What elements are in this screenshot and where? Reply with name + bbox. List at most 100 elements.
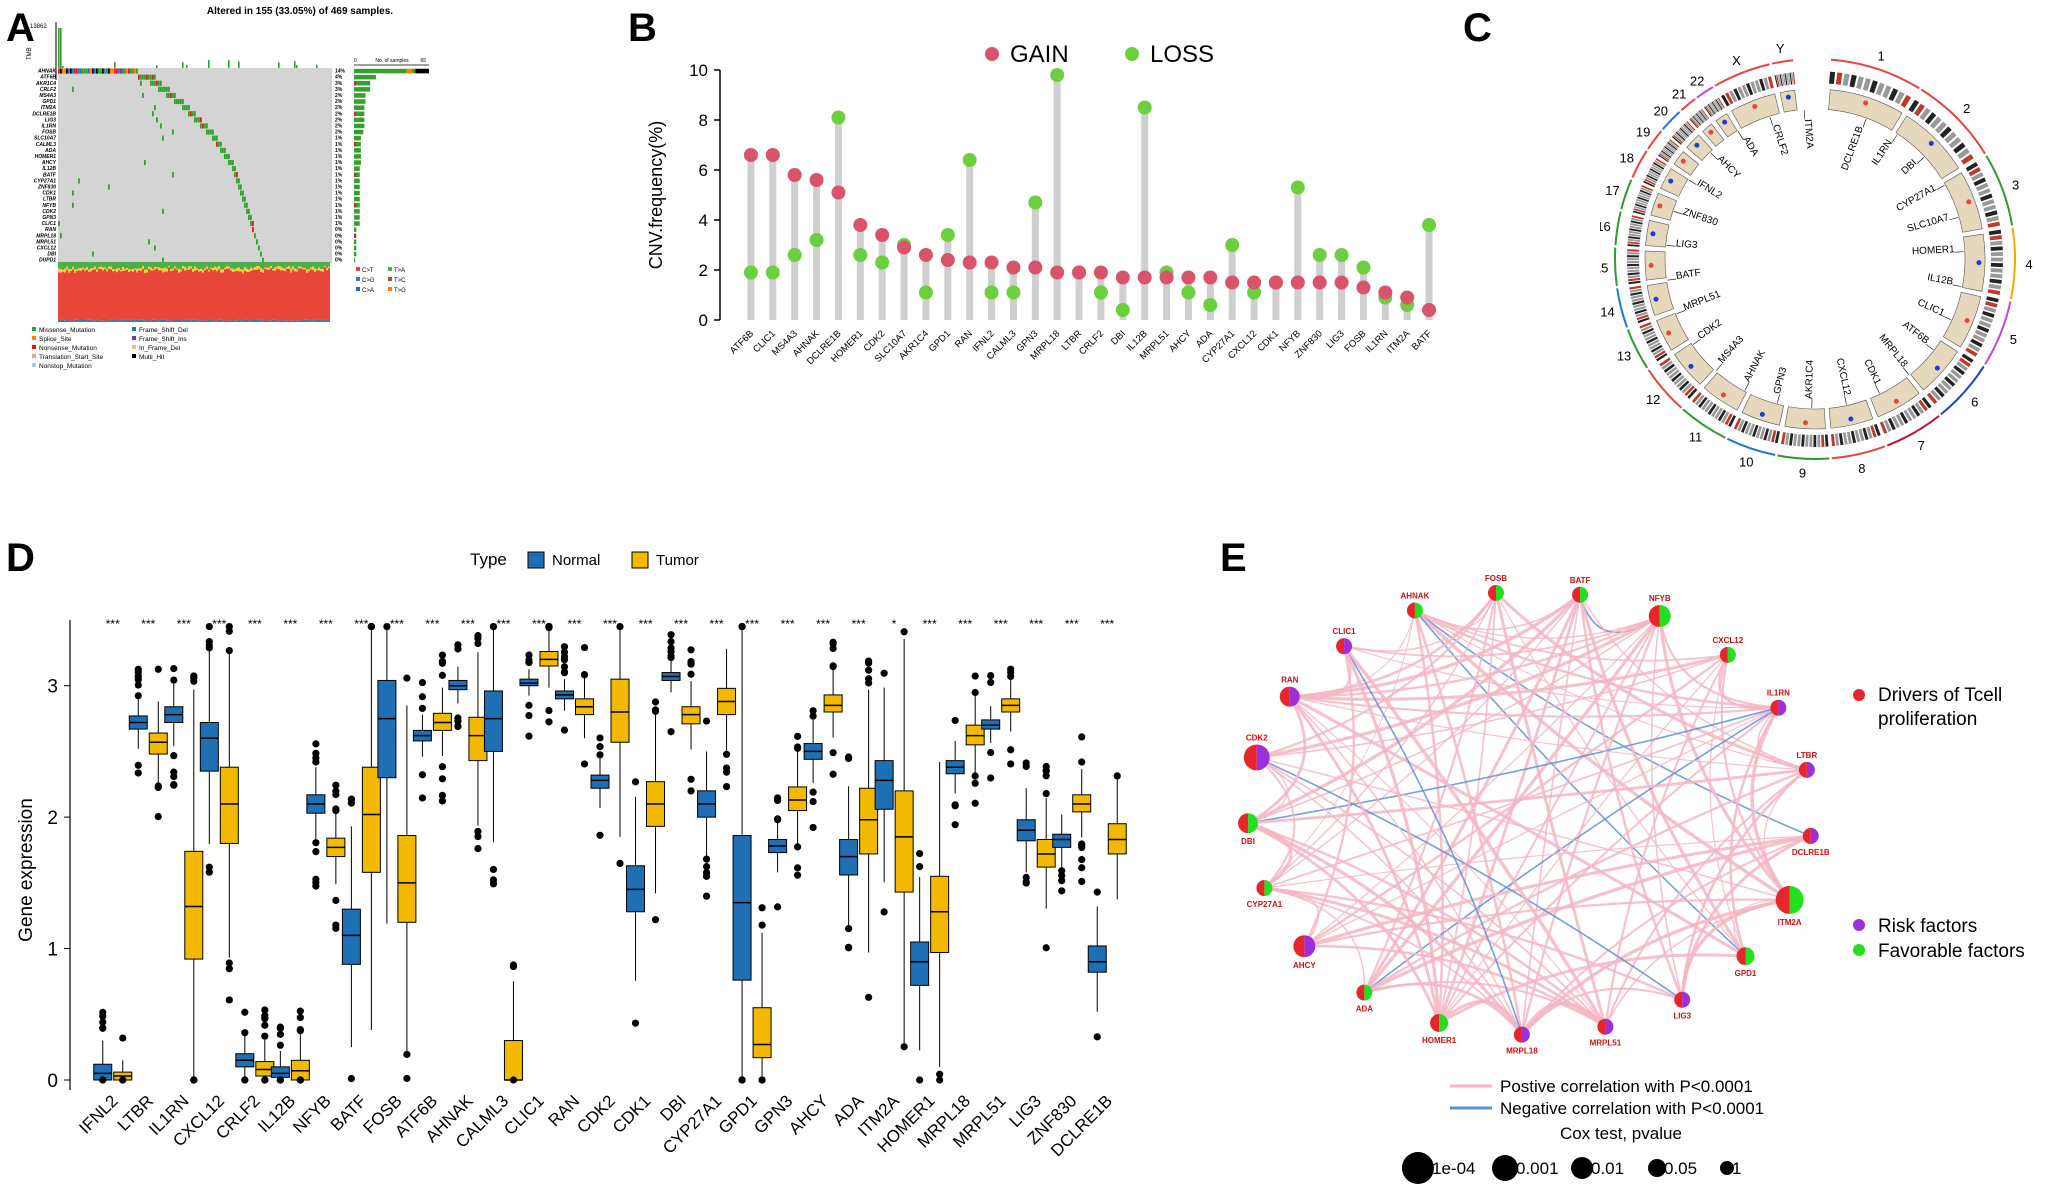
titv-seg bbox=[224, 269, 226, 321]
titv-seg bbox=[206, 266, 208, 269]
ideogram-band bbox=[1711, 101, 1719, 113]
percent-label: 2% bbox=[335, 130, 343, 136]
mutation-cell bbox=[154, 80, 156, 86]
outlier-point bbox=[971, 799, 979, 807]
ideogram-band bbox=[1669, 139, 1680, 148]
mutation-cell bbox=[108, 68, 110, 74]
titv-seg bbox=[240, 262, 242, 270]
chromosome-label: 21 bbox=[1672, 87, 1686, 102]
y-tick-label: 10 bbox=[689, 61, 708, 80]
correlation-edge bbox=[1413, 609, 1791, 902]
circos-gene-label: DBI bbox=[1900, 158, 1920, 177]
titv-seg bbox=[162, 268, 164, 273]
snv-legend-label: T>C bbox=[394, 278, 406, 284]
x-tick-label: ITM2A bbox=[1385, 328, 1413, 356]
titv-seg bbox=[290, 272, 292, 321]
ideogram-band bbox=[1809, 434, 1813, 447]
node-driver-half bbox=[1798, 761, 1807, 778]
ideogram-band bbox=[1988, 283, 2002, 290]
ideogram-band bbox=[1643, 180, 1655, 188]
titv-seg bbox=[226, 266, 228, 269]
titv-seg bbox=[194, 319, 196, 322]
titv-seg bbox=[286, 267, 288, 269]
mutation-cell bbox=[108, 184, 110, 190]
outlier-point bbox=[525, 732, 533, 740]
outlier-point bbox=[702, 892, 711, 900]
gain-point bbox=[897, 240, 912, 255]
mutation-cell bbox=[256, 239, 258, 245]
titv-seg bbox=[206, 262, 208, 267]
circos-gene-label: CXCL12 bbox=[1834, 357, 1853, 397]
titv-seg bbox=[302, 319, 304, 322]
ideogram-band bbox=[1637, 194, 1650, 200]
titv-seg bbox=[166, 320, 168, 322]
node-label: IL1RN bbox=[1767, 689, 1790, 698]
titv-seg bbox=[224, 262, 226, 268]
box-body bbox=[874, 760, 894, 810]
x-tick-label: AHCY bbox=[1167, 328, 1194, 355]
correlation-edge bbox=[1264, 835, 1811, 889]
ideogram-band bbox=[1627, 266, 1640, 270]
ideogram-band bbox=[1990, 240, 2003, 246]
titv-seg bbox=[196, 319, 198, 322]
titv-seg bbox=[170, 271, 172, 321]
correlation-edge bbox=[1520, 898, 1790, 1036]
node-factor-half bbox=[1778, 699, 1787, 716]
titv-seg bbox=[144, 273, 146, 321]
percent-label: 0% bbox=[335, 239, 343, 245]
node-label: CYP27A1 bbox=[1247, 900, 1283, 909]
ideogram-band bbox=[1895, 413, 1905, 427]
outlier-point bbox=[596, 734, 604, 742]
titv-seg bbox=[138, 270, 140, 320]
outlier-point bbox=[170, 664, 178, 673]
mutation-cell bbox=[154, 74, 156, 80]
titv-seg bbox=[118, 262, 120, 269]
outlier-point bbox=[261, 1076, 269, 1084]
box-body bbox=[823, 694, 843, 713]
correlation-edge bbox=[1363, 707, 1779, 994]
variant-legend-label: Frame_Shift_Ins bbox=[139, 336, 187, 343]
ideogram-band bbox=[1724, 413, 1733, 426]
node-driver-half bbox=[1487, 584, 1496, 601]
circos-gene-label: IL1RN bbox=[1870, 138, 1895, 168]
chromosome-arc bbox=[1886, 415, 1940, 447]
ideogram-band bbox=[1953, 142, 1966, 154]
cnv-track-segment bbox=[1650, 192, 1678, 221]
samples-min-label: 0 bbox=[354, 58, 357, 64]
cnv-dot bbox=[1934, 365, 1940, 371]
mutation-cell bbox=[96, 68, 98, 74]
titv-seg bbox=[106, 262, 108, 270]
titv-seg bbox=[130, 262, 132, 270]
titv-seg bbox=[308, 269, 310, 272]
cnv-dot bbox=[1680, 158, 1686, 164]
outlier-point bbox=[119, 1034, 127, 1042]
ideogram-band bbox=[1630, 294, 1644, 299]
node-label: RAN bbox=[1281, 676, 1299, 685]
mutation-cell bbox=[74, 68, 76, 74]
titv-seg bbox=[182, 266, 184, 269]
titv-seg bbox=[274, 319, 276, 322]
node-driver-half bbox=[1279, 686, 1290, 707]
box-body bbox=[341, 908, 361, 965]
percent-label: 1% bbox=[335, 136, 343, 142]
mutation-cell bbox=[258, 245, 260, 251]
titv-seg bbox=[148, 262, 150, 267]
titv-seg bbox=[200, 268, 202, 272]
loss-point bbox=[1247, 285, 1262, 300]
titv-seg bbox=[244, 266, 246, 271]
outlier-point bbox=[596, 831, 604, 839]
ideogram-band bbox=[1661, 148, 1673, 157]
loss-point bbox=[809, 233, 824, 247]
ideogram-band bbox=[1958, 357, 1971, 368]
cox-size-dot bbox=[1571, 1157, 1593, 1179]
ideogram-band bbox=[1733, 417, 1742, 430]
gene-leader bbox=[1692, 339, 1701, 345]
box-body bbox=[930, 875, 950, 954]
titv-seg bbox=[180, 262, 182, 270]
titv-seg bbox=[220, 262, 222, 270]
titv-seg bbox=[108, 262, 110, 267]
ideogram-band bbox=[1648, 170, 1660, 178]
samples-bar bbox=[354, 99, 366, 104]
ideogram-band bbox=[1793, 433, 1798, 447]
titv-seg bbox=[160, 319, 162, 322]
